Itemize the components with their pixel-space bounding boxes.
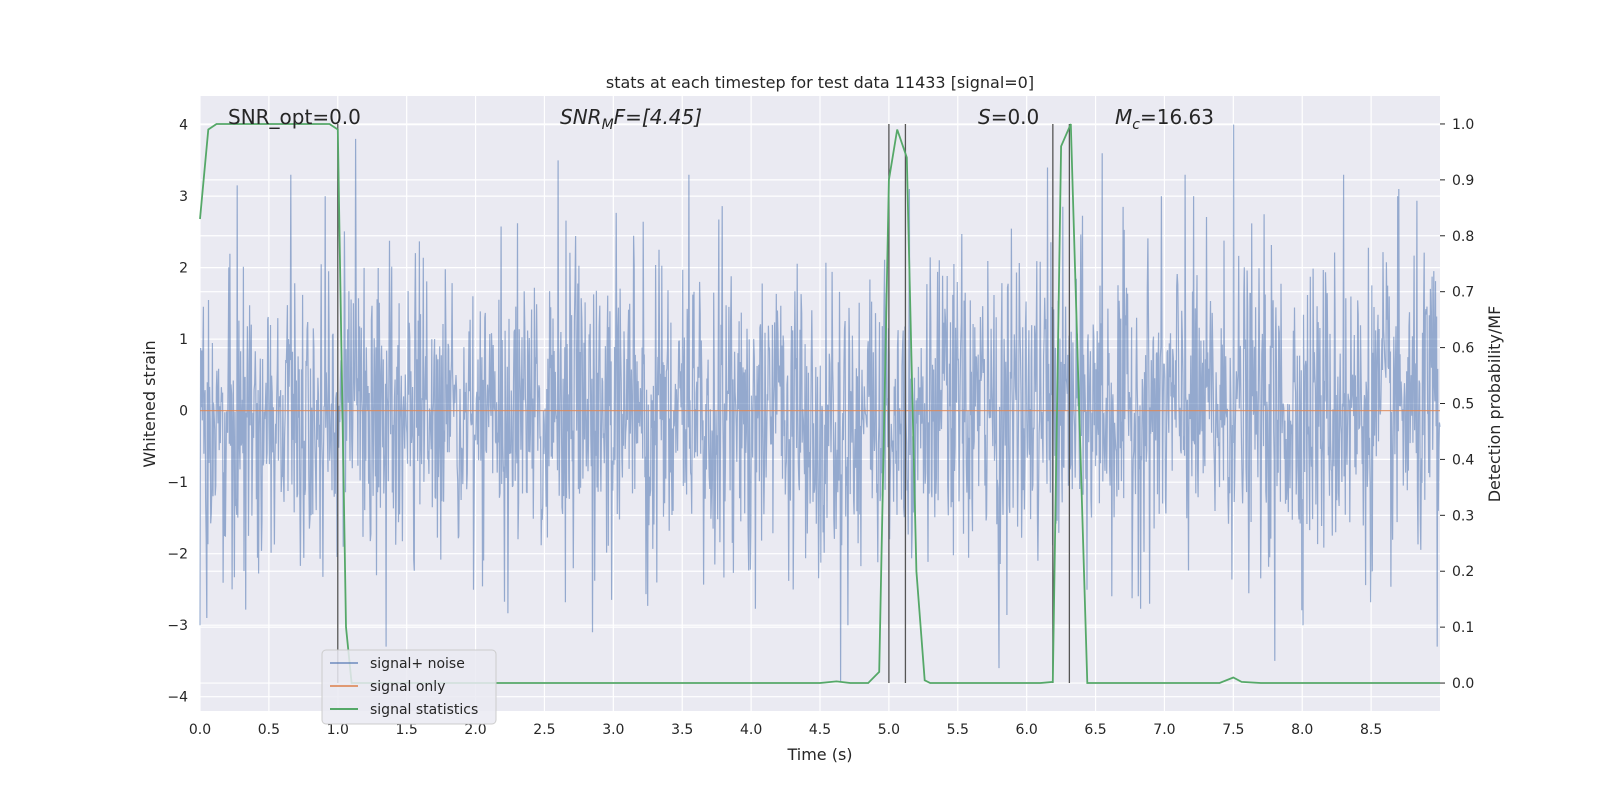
y-right-tick-label: 0.9 [1452, 173, 1474, 189]
annotation-mc-value: =16.63 [1140, 105, 1214, 129]
legend-label-signal-only: signal only [370, 679, 445, 695]
y-left-tick-label: 4 [179, 118, 188, 134]
x-tick-label: 1.0 [327, 722, 349, 738]
y-left-axis-label: Whitened strain [140, 340, 159, 467]
annotation-snr-mf-value: F=[4.45] [614, 105, 702, 129]
signal-noise-line [199, 124, 1441, 683]
x-tick-label: 2.0 [464, 722, 486, 738]
y-right-tick-label: 0.4 [1452, 452, 1474, 468]
x-tick-label: 3.5 [671, 722, 693, 738]
x-tick-label: 4.0 [740, 722, 762, 738]
legend-label-statistics: signal statistics [370, 702, 478, 718]
y-left-tick-labels: 4 3 2 1 0 −1 −2 −3 −4 [167, 118, 188, 706]
x-tick-label: 4.5 [809, 722, 831, 738]
y-left-tick-label: −3 [167, 618, 188, 634]
chart-title: stats at each timestep for test data 114… [606, 73, 1034, 92]
annotation-s-value: =0.0 [991, 105, 1040, 129]
x-tick-label: 5.0 [878, 722, 900, 738]
x-tick-label: 3.0 [602, 722, 624, 738]
x-tick-label: 6.5 [1084, 722, 1106, 738]
legend: signal+ noise signal only signal statist… [321, 649, 497, 725]
x-tick-label: 7.0 [1153, 722, 1175, 738]
x-tick-label: 2.5 [533, 722, 555, 738]
annotation-s: S=0.0 [978, 105, 1039, 129]
y-left-tick-label: 1 [179, 332, 188, 348]
legend-label-noise: signal+ noise [370, 656, 465, 672]
y-left-tick-label: −1 [167, 475, 188, 491]
y-right-tick-label: 0.3 [1452, 508, 1474, 524]
x-tick-labels: 0.0 0.5 1.0 1.5 2.0 2.5 3.0 3.5 4.0 4.5 5.0 5.5 6.0 6… [189, 722, 1382, 738]
x-tick-label: 7.5 [1222, 722, 1244, 738]
x-tick-label: 6.0 [1016, 722, 1038, 738]
y-right-tick-label: 0.5 [1452, 397, 1474, 413]
x-tick-label: 0.5 [258, 722, 280, 738]
y-right-tick-label: 0.2 [1452, 564, 1474, 580]
legend-box [321, 649, 497, 725]
y-right-tick-label: 1.0 [1452, 117, 1474, 133]
y-left-tick-label: −4 [167, 690, 188, 706]
signal-noise-series [199, 124, 1441, 683]
annotation-s-symbol: S [978, 105, 991, 129]
y-right-tick-label: 0.1 [1452, 620, 1474, 636]
annotation-snr-mf-symbol: SNR [560, 105, 602, 129]
signal-statistics-line [199, 123, 1440, 684]
y-right-tick-label: 0.0 [1452, 676, 1474, 692]
annotation-snr-mf: SNRMF=[4.45] [560, 105, 702, 133]
annotation-mc-symbol: M [1115, 105, 1132, 129]
y-left-tick-label: 0 [179, 404, 188, 420]
x-tick-label: 0.0 [189, 722, 211, 738]
annotation-snr-mf-subscript: M [602, 117, 614, 133]
signal-statistics-series [199, 123, 1440, 684]
y-right-axis-label: Detection probability/MF [1485, 306, 1504, 503]
annotation-mc: Mc=16.63 [1115, 105, 1214, 133]
x-axis-label: Time (s) [786, 745, 852, 764]
x-tick-label: 5.5 [947, 722, 969, 738]
annotation-mc-subscript: c [1132, 117, 1140, 133]
annotation-snr-opt: SNR_opt=0.0 [228, 105, 361, 129]
y-right-tick-label: 0.7 [1452, 285, 1474, 301]
y-right-tick-label: 0.6 [1452, 341, 1474, 357]
x-tick-label: 8.5 [1360, 722, 1382, 738]
y-left-tick-label: −2 [167, 547, 188, 563]
y-right-tick-label: 0.8 [1452, 229, 1474, 245]
y-left-tick-label: 3 [179, 189, 188, 205]
y-left-tick-label: 2 [179, 261, 188, 277]
x-tick-label: 8.0 [1291, 722, 1313, 738]
y-right-tick-labels: 1.0 0.9 0.8 0.7 0.6 0.5 0.4 0.3 0.2 0.1 0.0 [1440, 117, 1474, 692]
vertical-markers [337, 123, 1071, 684]
x-tick-label: 1.5 [396, 722, 418, 738]
